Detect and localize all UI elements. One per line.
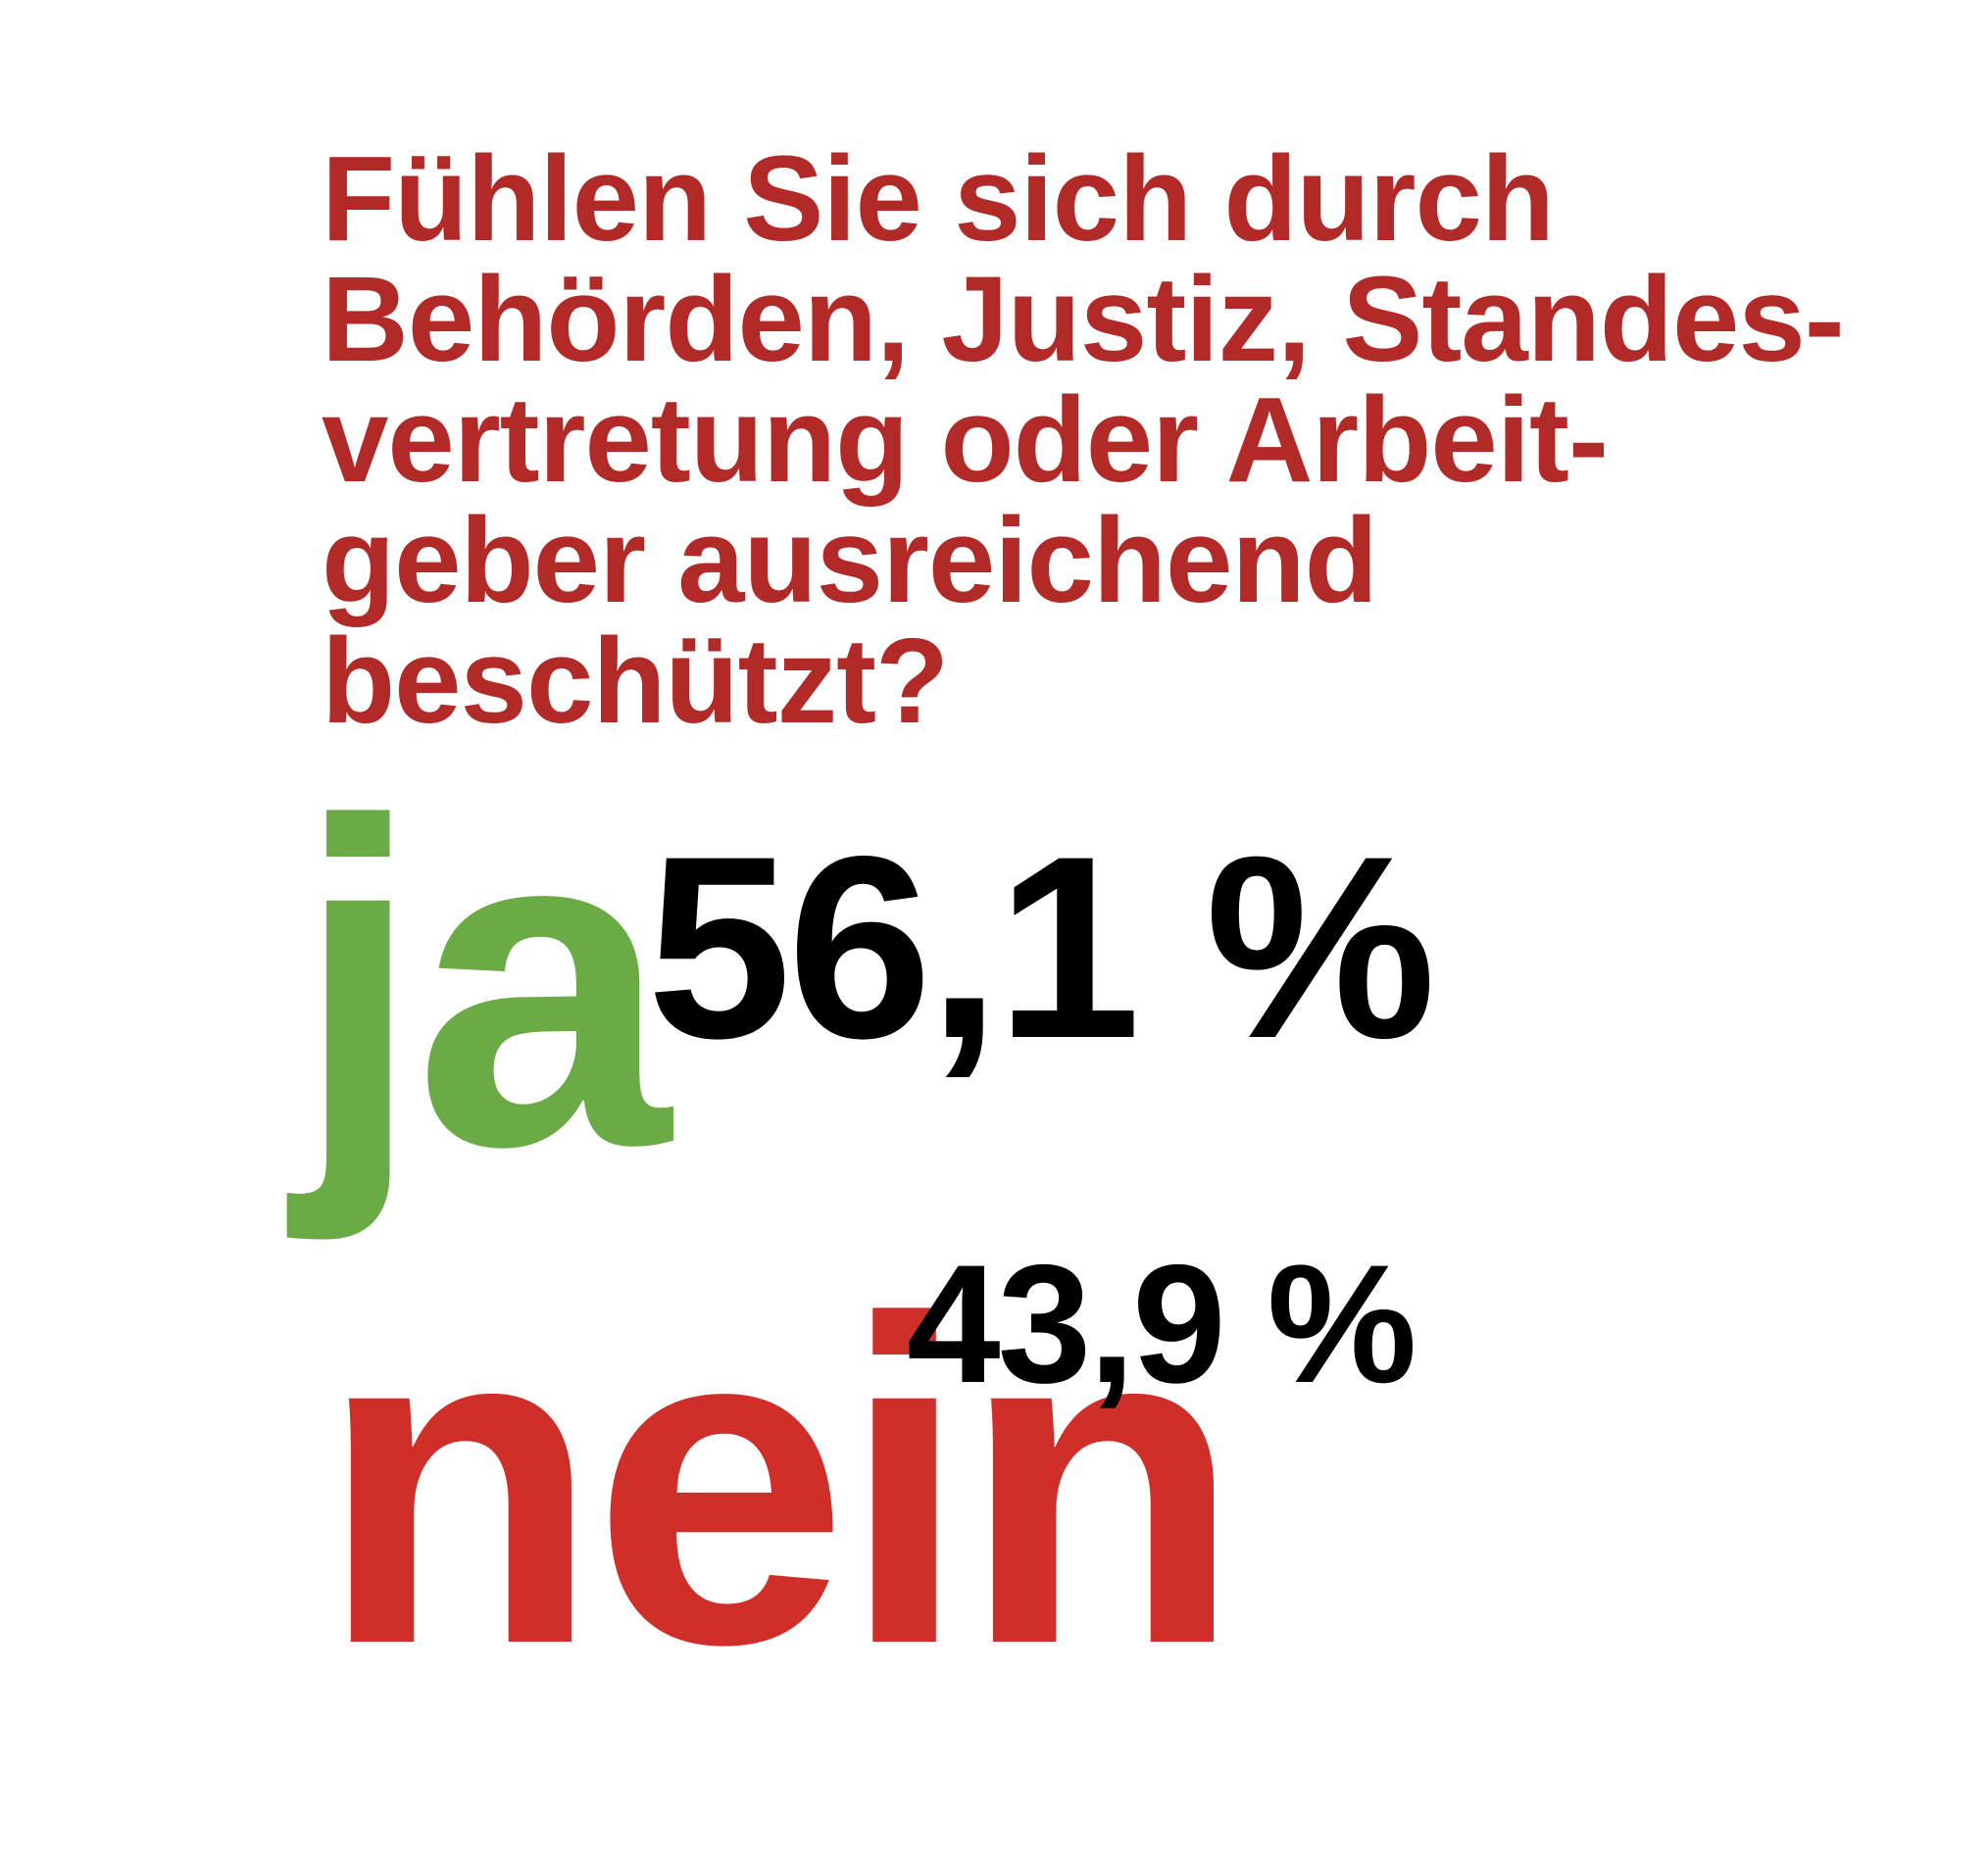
answer-label-nein: nein bbox=[319, 1225, 1242, 1740]
question-title: Fühlen Sie sich durch Behörden, Justiz, … bbox=[322, 132, 1845, 749]
question-line: Behörden, Justiz, Standes- bbox=[322, 253, 1845, 387]
answer-value-ja: 56,1 % bbox=[647, 803, 1436, 1093]
answer-value-nein: 43,9 % bbox=[907, 1230, 1416, 1418]
question-line: beschützt? bbox=[322, 615, 949, 749]
question-line: vertretung oder Arbeit- bbox=[322, 373, 1609, 508]
question-line: geber ausreichend bbox=[322, 494, 1378, 628]
answer-label-ja: ja bbox=[294, 727, 671, 1242]
question-line: Fühlen Sie sich durch bbox=[322, 132, 1555, 267]
